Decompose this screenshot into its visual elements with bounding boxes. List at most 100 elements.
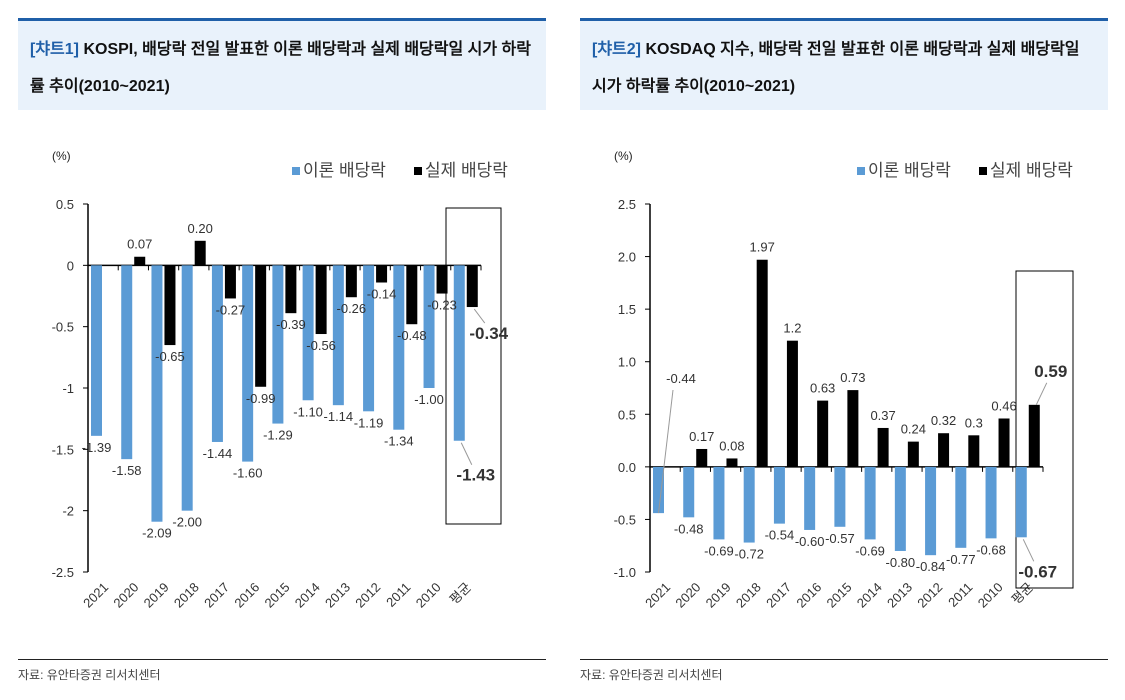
chart1-data-label-theory: -1.60 [233,466,263,481]
chart1-legend-swatch-actual [414,167,422,175]
chart1-bar-theory [272,265,284,424]
chart2-bar-actual [1028,404,1040,467]
chart2-bar-actual [938,433,950,467]
chart1-bar-theory [242,265,254,462]
chart2-data-label-theory: -0.84 [916,559,946,574]
chart2-bar-theory [834,466,846,527]
chart2-data-label-theory: -0.54 [765,528,795,543]
chart2-x-tick-label: 2010 [975,580,1006,611]
chart1-bar-theory [211,265,223,442]
chart1-source: 자료: 유안타증권 리서치센터 [18,659,546,683]
chart2-bar-theory [925,466,937,556]
chart2-bar-theory [955,466,967,548]
chart2-title: KOSDAQ 지수, 배당락 전일 발표한 이론 배당락과 실제 배당락일 시가… [592,41,1080,95]
chart2-x-tick-label: 2016 [793,580,824,611]
chart1-data-label-actual: -0.65 [155,349,185,364]
chart1-legend-swatch-theory [292,167,300,175]
chart1-data-label-theory: -1.58 [112,463,142,478]
chart2-data-label-theory: -0.80 [886,555,916,570]
chart1-bar-actual [285,265,297,314]
chart1-y-tick-label: -0.5 [52,320,74,335]
chart2-unit-label: (%) [614,149,633,163]
chart1-data-label-actual: -0.48 [397,328,427,343]
chart1-legend-label-actual: 실제 배당락 [425,161,508,180]
chart1-bar-theory [453,265,465,441]
chart1-bar-theory [302,265,314,401]
chart2-y-tick-label: -0.5 [614,512,636,527]
chart2-data-label-theory: -0.44 [666,371,696,386]
chart2-bar-theory [985,466,997,539]
chart2-bar-actual [877,427,889,467]
chart1-data-label-actual: -0.56 [306,338,336,353]
chart2-bar-actual [786,340,798,467]
chart2-bar-theory [1015,466,1027,538]
chart1-tag: [챠트1] [30,41,79,58]
chart2-data-label-actual: 0.37 [870,408,895,423]
chart1-bar-actual [134,256,146,266]
chart2-x-tick-label: 2019 [703,580,734,611]
chart2-bar-theory [683,466,695,518]
chart1-data-label-theory: -1.10 [293,404,323,419]
chart2-bar-theory [773,466,785,524]
chart1-data-label-actual: -0.39 [276,317,306,332]
chart2-legend-swatch-theory [857,167,865,175]
chart1-bar-actual [345,265,357,298]
chart1-unit-label: (%) [52,149,71,163]
chart1-bar-theory [151,265,163,522]
chart1-x-tick-label: 2016 [231,580,262,611]
chart2-bar-actual [756,259,768,467]
chart2-legend-swatch-actual [979,167,987,175]
chart1-bar-theory [181,265,193,511]
chart2-data-label-theory: -0.69 [855,543,885,558]
chart1-data-label-theory: -1.44 [203,446,233,461]
chart1-x-tick-label: 2014 [292,580,323,611]
chart1-x-tick-label: 2015 [262,580,293,611]
chart1-bar-actual [466,265,478,308]
chart2-header: [챠트2] KOSDAQ 지수, 배당락 전일 발표한 이론 배당락과 실제 배… [580,18,1108,110]
chart2-data-label-actual: 0.17 [689,429,714,444]
chart2-x-tick-label: 2021 [642,580,673,611]
chart2-data-label-theory: -0.77 [946,552,976,567]
chart1-x-tick-label: 2019 [141,580,172,611]
chart2-x-tick-label: 2018 [733,580,764,611]
chart1-header: [챠트1] KOSPI, 배당락 전일 발표한 이론 배당락과 실제 배당락일 … [18,18,546,110]
chart2-tag: [챠트2] [592,41,641,58]
chart1-bar-theory [393,265,405,430]
chart2-y-tick-label: 0.0 [618,460,636,475]
chart1-x-tick-label: 2011 [383,580,413,610]
chart1-bar-actual [436,265,448,294]
chart2-data-label-actual: 1.2 [783,321,801,336]
chart1-bar-actual [194,240,206,266]
chart1-data-label-actual: -0.14 [367,287,397,302]
chart1-data-label-theory: -2.09 [142,526,172,541]
chart2-leader-line [658,389,674,514]
chart2-y-tick-label: 1.0 [618,355,636,370]
chart1-y-tick-label: -1 [62,381,74,396]
chart2-average-leader-line [1035,382,1048,406]
chart1-data-label-theory: -1.39 [82,440,112,455]
chart2-data-label-actual: 0.46 [991,398,1016,413]
chart1-x-tick-label: 2017 [201,580,232,611]
chart1-y-tick-label: -1.5 [52,442,74,457]
chart1-data-label-actual: -0.34 [469,324,508,343]
chart1-data-label-actual: 0.07 [127,237,152,252]
chart2-x-tick-label: 2020 [672,580,703,611]
chart1-data-label-actual: -0.26 [337,301,367,316]
chart2-x-tick-label: 2012 [914,580,945,611]
chart1-data-label-theory: -1.14 [324,409,354,424]
chart1-data-label-theory: -1.00 [414,392,444,407]
chart2-bar-theory [894,466,906,551]
chart2-bar-theory [653,466,664,514]
chart2-source: 자료: 유안타증권 리서치센터 [580,659,1108,683]
chart1-average-leader-line [473,308,486,324]
chart2-data-label-actual: 0.24 [901,422,926,437]
chart2-data-label-theory: -0.57 [825,531,855,546]
chart1-bar-actual [224,265,236,299]
chart2-data-label-theory: -0.69 [704,543,734,558]
chart1-x-tick-label: 2018 [171,580,202,611]
chart1-data-label-theory: -1.43 [456,466,495,485]
chart2-data-label-actual: 0.59 [1034,362,1067,381]
chart1-bar-actual [315,265,327,335]
chart1-y-tick-label: -2 [62,504,74,519]
